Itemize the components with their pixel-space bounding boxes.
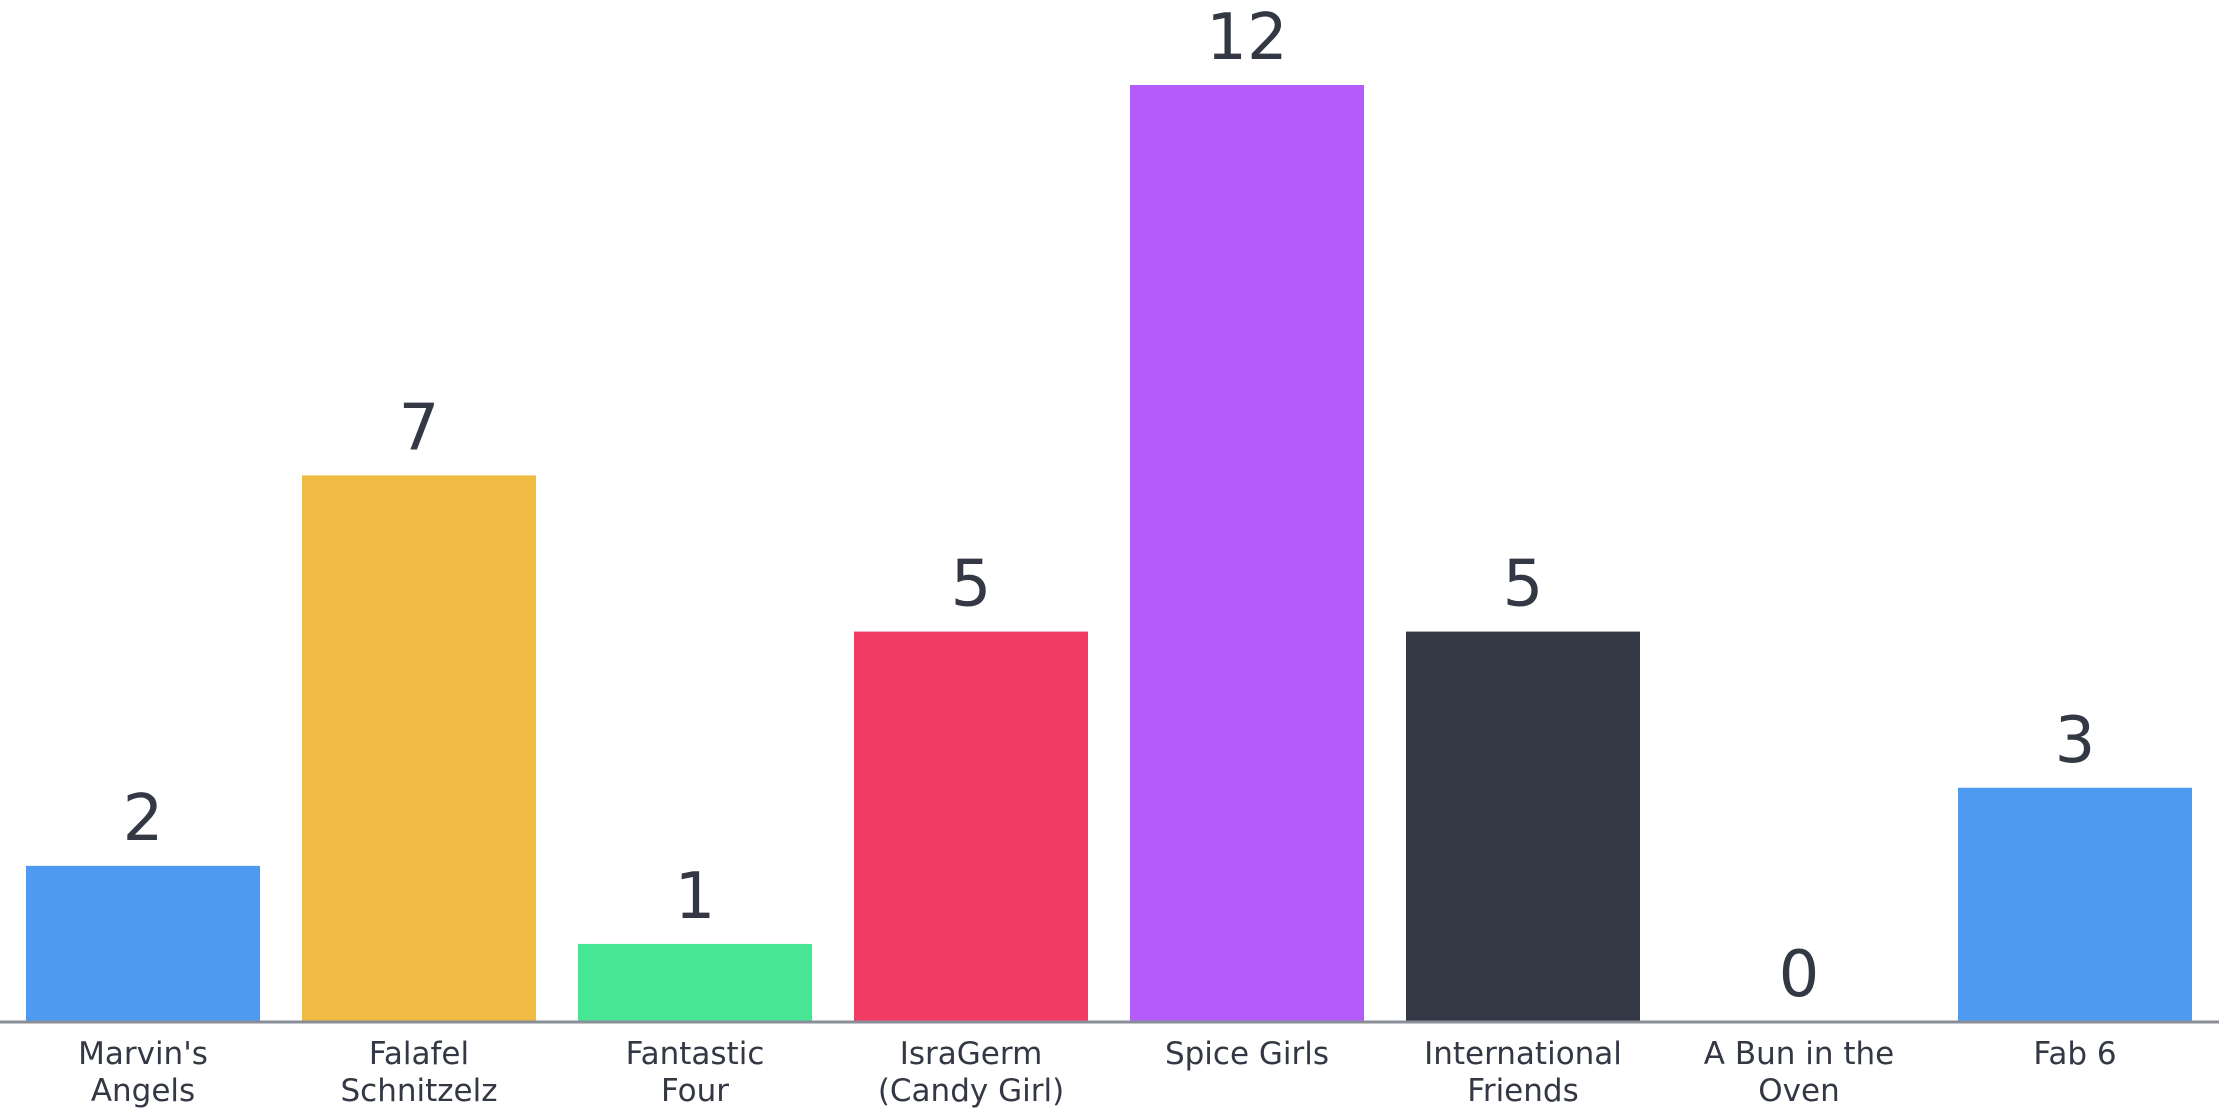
value-label-6: 0: [1779, 938, 1820, 1012]
value-label-1: 7: [399, 391, 440, 465]
category-label-4: Spice Girls: [1165, 1036, 1329, 1072]
bar-2: [578, 943, 812, 1022]
value-labels-group: 2 7 1 5 12 5 0 3: [123, 1, 2096, 1012]
category-label-line: Falafel: [369, 1036, 469, 1072]
value-label-2: 1: [675, 860, 716, 934]
value-label-7: 3: [2055, 704, 2096, 778]
category-label-line: Oven: [1758, 1073, 1839, 1109]
category-label-line: IsraGerm: [900, 1036, 1043, 1072]
category-label-line: International: [1424, 1036, 1622, 1072]
category-label-line: Fab 6: [2033, 1036, 2116, 1072]
category-label-line: Fantastic: [626, 1036, 765, 1072]
value-label-0: 2: [123, 782, 164, 856]
bar-5: [1406, 631, 1640, 1022]
category-labels-group: Marvin's Angels Falafel Schnitzelz Fantastic…: [78, 1036, 2117, 1109]
category-label-line: A Bun in the: [1704, 1036, 1894, 1072]
category-label-line: Angels: [91, 1073, 195, 1109]
category-label-0: Marvin's Angels: [78, 1036, 208, 1109]
category-label-5: International Friends: [1424, 1036, 1622, 1109]
category-label-line: Four: [661, 1073, 729, 1109]
value-label-4: 12: [1206, 1, 1287, 75]
category-label-3: IsraGerm (Candy Girl): [878, 1036, 1064, 1109]
category-label-line: Spice Girls: [1165, 1036, 1329, 1072]
category-label-2: Fantastic Four: [626, 1036, 765, 1109]
category-label-line: (Candy Girl): [878, 1073, 1064, 1109]
category-label-line: Schnitzelz: [340, 1073, 497, 1109]
value-label-5: 5: [1503, 548, 1544, 622]
bar-4: [1130, 85, 1364, 1022]
bar-7: [1958, 787, 2192, 1022]
value-label-3: 5: [951, 548, 992, 622]
category-label-7: Fab 6: [2033, 1036, 2116, 1072]
bar-1: [302, 475, 536, 1023]
category-label-1: Falafel Schnitzelz: [340, 1036, 497, 1109]
bar-3: [854, 631, 1088, 1022]
category-label-line: Friends: [1467, 1073, 1578, 1109]
bar-0: [26, 865, 260, 1022]
category-label-6: A Bun in the Oven: [1704, 1036, 1894, 1109]
bars-group: [26, 85, 2192, 1023]
category-label-line: Marvin's: [78, 1036, 208, 1072]
